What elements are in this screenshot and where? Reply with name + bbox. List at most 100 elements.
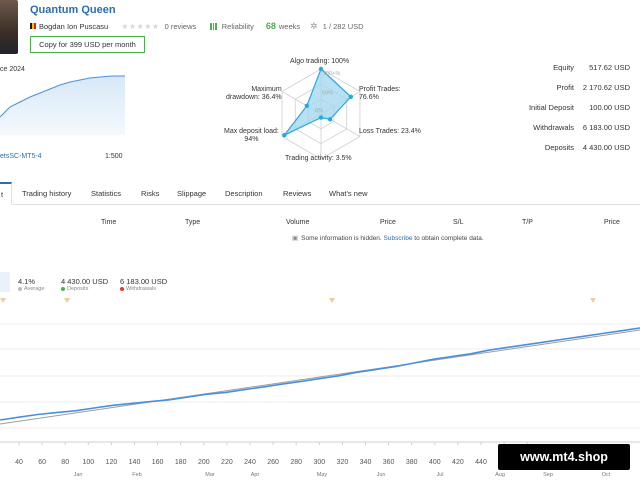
radar-point-trading-activity [318,115,324,120]
initial-deposit-label: Initial Deposit [528,103,574,112]
column-price-close[interactable]: Price [604,219,620,226]
summary-highlight [0,272,10,292]
column-sl[interactable]: S/L [453,219,464,226]
column-type[interactable]: Type [185,219,201,226]
subscribe-link[interactable]: Subscribe [383,235,413,242]
column-volume[interactable]: Volume [286,219,310,226]
trend-line [0,329,640,425]
author-name[interactable]: Bogdan Ion Puscasu [39,21,109,31]
broker-server[interactable]: etsSC-MT5-4 [0,153,42,160]
month-label: Aug [495,472,505,478]
x-tick-label: 160 [152,459,164,466]
withdrawals-label: Withdrawals [533,123,574,132]
tab-bar: t Trading history Statistics Risks Slipp… [0,182,640,205]
x-tick-label: 380 [406,459,418,466]
tab-account[interactable]: t [0,182,12,205]
month-label: Feb [132,472,141,478]
reviews-count[interactable]: 0 reviews [164,21,197,31]
withdrawals-value: 6 183.00 USD [582,123,630,132]
radar-ring-label-50: 50% [322,91,333,97]
month-label: Jun [377,472,386,478]
x-tick-label: 120 [106,459,118,466]
tab-description[interactable]: Description [225,188,263,198]
month-label: May [317,472,328,478]
radar-ring-label-100: 100+% [323,71,340,77]
average-dot-icon [18,287,22,291]
x-tick-label: 360 [383,459,395,466]
profit-value: 2 170.62 USD [582,83,630,92]
deposits-caption: Deposits [61,286,88,292]
month-label: Jul [436,472,443,478]
withdrawals-dot-icon [120,287,124,291]
tab-risks[interactable]: Risks [141,188,160,198]
subscribers-price: 1 / 282 USD [322,21,364,31]
event-marker [590,298,596,303]
x-tick-label: 440 [475,459,487,466]
tab-trading-history[interactable]: Trading history [22,188,72,198]
lock-icon: ▣ [292,235,299,242]
radar-label-loss-trades: Loss Trades: 23.4% [359,128,421,135]
mini-chart-area [0,76,125,135]
profit-label: Profit [556,83,574,92]
deposits-label: Deposits [544,143,574,152]
initial-deposit-value: 100.00 USD [589,103,630,112]
romania-flag-icon [30,23,36,29]
radar-point-profit-trades [348,94,354,99]
hidden-info-notice: ▣ Some information is hidden. Subscribe t… [292,235,484,242]
x-tick-label: 340 [360,459,372,466]
month-label: Mar [205,472,215,478]
average-value: 4.1% [18,277,36,286]
leverage-value: 1:500 [105,153,123,160]
copy-subscription-button[interactable]: Copy for 399 USD per month [30,36,145,53]
radar-point-max-drawdown [304,103,310,109]
withdrawals-total-value: 6 183.00 USD [120,277,168,286]
x-tick-label: 80 [61,459,69,466]
radar-label-profit-trades: Profit Trades: 76.6% [359,86,401,102]
weeks-label: weeks [278,21,301,31]
deposits-value: 4 430.00 USD [582,143,630,152]
subscribers-icon: ✲ [310,20,318,31]
radar-point-algo [318,66,324,72]
deposits-total-value: 4 430.00 USD [61,277,109,286]
radar-ring-label-0: 0% [315,108,323,114]
withdrawals-caption: Withdrawals [120,286,156,292]
equity-value: 517.62 USD [589,63,630,72]
growth-chart: 40 60 80 100 120 140 160 180 200 220 240 260 280 300 3… [0,298,640,478]
x-tick-label: 100 [82,459,94,466]
tab-reviews[interactable]: Reviews [283,188,312,198]
tab-slippage[interactable]: Slippage [177,188,207,198]
average-caption: Average [18,286,44,292]
reliability-bars-icon [210,22,217,30]
equity-label: Equity [553,63,574,72]
x-tick-label: 140 [129,459,141,466]
month-label: Apr [251,472,260,478]
event-marker [0,298,6,303]
tab-statistics[interactable]: Statistics [91,188,122,198]
radar-point-loss-trades [327,117,333,122]
rating-stars-icon: ★★★★★ [121,21,160,31]
tab-whats-new[interactable]: What's new [329,188,368,198]
mini-chart-line [0,75,125,118]
growth-mini-chart [0,75,125,135]
x-tick-label: 180 [175,459,187,466]
x-tick-label: 260 [267,459,279,466]
event-marker [64,298,70,303]
reliability-label: Reliability [221,21,254,31]
signal-title[interactable]: Quantum Queen [30,4,116,16]
month-label: Jan [74,472,83,478]
weeks-value: 68 [265,21,276,31]
x-tick-label: 420 [452,459,464,466]
radar-label-max-deposit-load: Max deposit load: 94% [224,128,279,144]
x-tick-label: 280 [290,459,302,466]
radar-label-trading-activity: Trading activity: 3.5% [285,155,352,162]
watermark: www.mt4.shop [498,444,630,470]
column-price[interactable]: Price [380,219,396,226]
column-tp[interactable]: T/P [522,219,533,226]
column-time[interactable]: Time [101,219,117,226]
since-label: ce 2024 [0,66,25,73]
author-avatar[interactable] [0,0,18,54]
author-row: Bogdan Ion Puscasu ★★★★★ 0 reviews Relia… [30,20,364,32]
month-label: Oct [602,472,611,478]
